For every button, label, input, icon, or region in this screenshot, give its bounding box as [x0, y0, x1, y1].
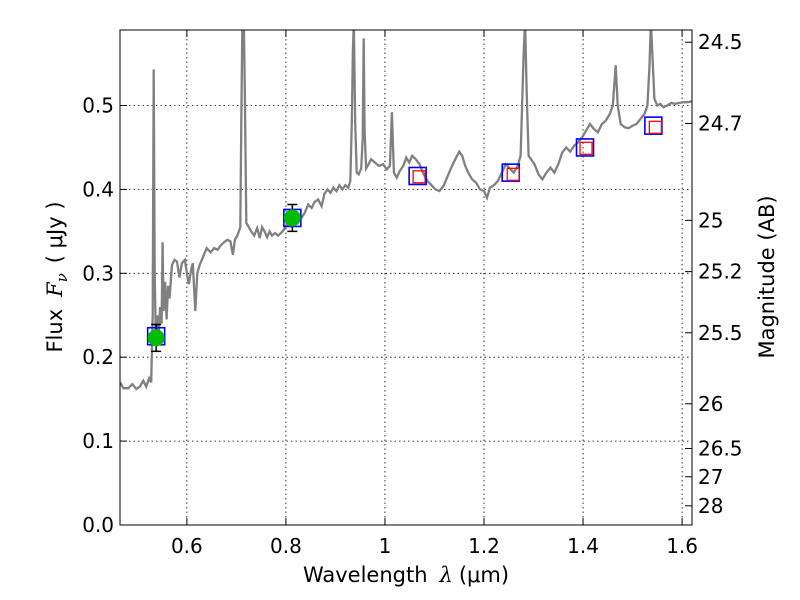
x-axis-title: Wavelength λ (μm) — [303, 563, 509, 587]
mag-tick-label: 28 — [698, 494, 723, 518]
x-tick-label: 1.2 — [468, 534, 500, 558]
x-tick-label: 0.8 — [270, 534, 302, 558]
y-tick-label: 0.0 — [82, 513, 114, 537]
data-markers — [146, 116, 663, 353]
y-tick-label: 0.3 — [82, 261, 114, 285]
mag-tick-label: 26 — [698, 392, 723, 416]
axis-ticks — [120, 30, 692, 526]
red-square-marker — [412, 170, 426, 184]
green-circle-marker — [147, 329, 165, 347]
mag-tick-label: 25.2 — [698, 260, 743, 284]
x-tick-label: 1.6 — [666, 534, 698, 558]
mag-tick-label: 25 — [698, 208, 723, 232]
y-tick-label: 0.2 — [82, 345, 114, 369]
y-tick-label: 0.4 — [82, 177, 114, 201]
mag-tick-label: 27 — [698, 465, 723, 489]
x-tick-label: 1.4 — [567, 534, 599, 558]
mag-tick-label: 24.7 — [698, 111, 743, 135]
y2-axis-title: Magnitude (AB) — [755, 195, 779, 358]
blue-square-marker — [408, 166, 427, 186]
plot-background — [120, 30, 692, 525]
x-tick-label: 1 — [379, 534, 392, 558]
red-square-marker — [579, 141, 593, 155]
blue-square-marker — [575, 138, 595, 157]
y-tick-label: 0.5 — [82, 94, 114, 118]
x-tick-label: 0.6 — [171, 534, 203, 558]
mag-tick-label: 24.5 — [698, 30, 743, 54]
y-tick-label: 0.1 — [82, 429, 114, 453]
mag-tick-label: 26.5 — [698, 436, 743, 460]
green-circle-marker — [283, 209, 301, 227]
y-axis-title: FluxFν( μJy ) — [43, 201, 71, 352]
plot-frame — [119, 29, 693, 526]
red-square-marker — [506, 167, 520, 181]
red-square-marker — [648, 120, 663, 134]
mag-tick-label: 25.5 — [698, 321, 743, 345]
